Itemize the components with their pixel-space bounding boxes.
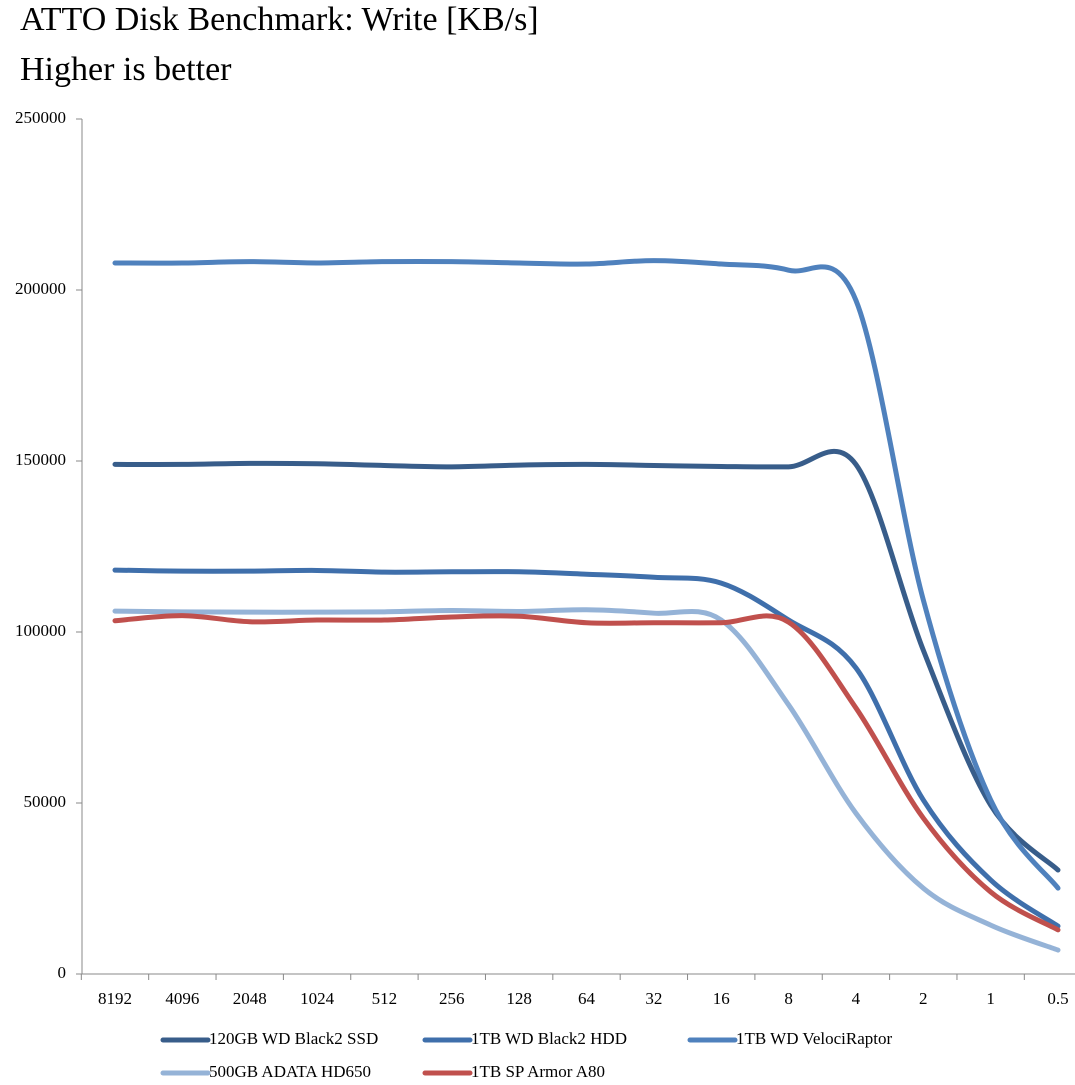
y-tick-label: 100000 bbox=[15, 621, 66, 640]
series-line bbox=[112, 448, 1061, 873]
x-tick-label: 32 bbox=[645, 989, 662, 1008]
x-tick-label: 256 bbox=[439, 989, 465, 1008]
x-tick-label: 2048 bbox=[233, 989, 267, 1008]
series-line bbox=[112, 567, 1061, 929]
y-tick-label: 50000 bbox=[24, 792, 67, 811]
series-line bbox=[112, 613, 1061, 933]
chart-title: ATTO Disk Benchmark: Write [KB/s] bbox=[20, 1, 539, 38]
legend-label: 1TB WD Black2 HDD bbox=[471, 1029, 627, 1048]
series-line bbox=[112, 258, 1061, 891]
series-line bbox=[112, 607, 1061, 953]
legend-label: 500GB ADATA HD650 bbox=[209, 1062, 371, 1081]
x-tick-label: 8 bbox=[784, 989, 793, 1008]
x-tick-label: 4096 bbox=[165, 989, 199, 1008]
y-tick-label: 200000 bbox=[15, 279, 66, 298]
chart-subtitle: Higher is better bbox=[20, 51, 232, 88]
x-tick-label: 4 bbox=[852, 989, 861, 1008]
x-tick-label: 0.5 bbox=[1047, 989, 1068, 1008]
x-tick-label: 16 bbox=[713, 989, 730, 1008]
y-tick-label: 250000 bbox=[15, 108, 66, 127]
x-tick-label: 2 bbox=[919, 989, 928, 1008]
x-tick-label: 512 bbox=[372, 989, 398, 1008]
legend-label: 1TB WD VelociRaptor bbox=[736, 1029, 892, 1048]
x-tick-label: 1024 bbox=[300, 989, 335, 1008]
x-tick-label: 8192 bbox=[98, 989, 132, 1008]
y-tick-label: 0 bbox=[58, 963, 67, 982]
x-tick-label: 128 bbox=[506, 989, 532, 1008]
y-tick-label: 150000 bbox=[15, 450, 66, 469]
x-tick-label: 1 bbox=[986, 989, 995, 1008]
legend-label: 1TB SP Armor A80 bbox=[471, 1062, 605, 1081]
legend-label: 120GB WD Black2 SSD bbox=[209, 1029, 378, 1048]
x-tick-label: 64 bbox=[578, 989, 596, 1008]
